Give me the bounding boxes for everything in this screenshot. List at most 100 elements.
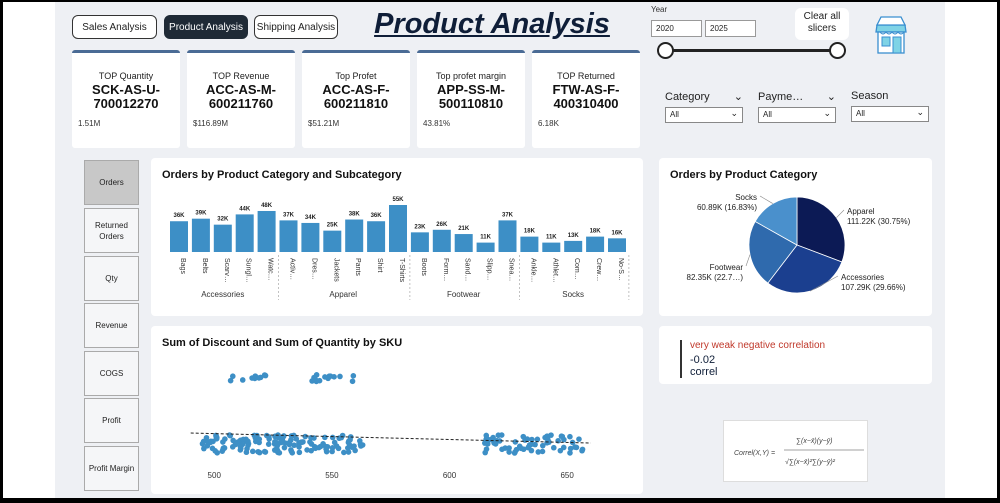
measure-orders-button[interactable]: Orders (84, 160, 139, 205)
category-tick-label: T-Shirts (398, 258, 405, 283)
scatter-point (535, 449, 542, 455)
measure-returned-orders-button[interactable]: Returned Orders (84, 208, 139, 253)
bar-Snea… (498, 220, 517, 252)
category-tick-label: Jackets (332, 258, 339, 282)
clear-all-slicers-button[interactable]: Clear all slicers (795, 8, 849, 40)
pie-leader-line (836, 209, 845, 218)
bar-value-label: 37K (502, 212, 514, 218)
year-slider-start-handle[interactable] (657, 42, 674, 59)
payment-filter[interactable]: Payme… ⌄ All ⌄ (758, 90, 836, 123)
category-tick-label: Dres… (310, 258, 317, 280)
pie-slice-value: 111.22K (30.75%) (847, 217, 911, 226)
kpi-subvalue: 1.51M (78, 119, 101, 128)
nav-sales-analysis-button[interactable]: Sales Analysis (72, 15, 157, 39)
scatter-point (567, 445, 574, 452)
season-filter-label: Season (851, 90, 889, 102)
scatter-point (226, 432, 233, 438)
year-to-input[interactable]: 2025 (705, 20, 756, 37)
bar-Sand… (454, 234, 473, 252)
svg-text:√∑(x−x̄)²∑(y−ȳ)²: √∑(x−x̄)²∑(y−ȳ)² (785, 458, 836, 466)
scatter-point (546, 439, 552, 445)
year-slicer-label: Year (651, 5, 668, 14)
scatter-point (265, 441, 272, 447)
bar-value-label: 37K (283, 212, 295, 218)
measure-revenue-button[interactable]: Revenue (84, 303, 139, 348)
category-tick-label: Activ… (289, 258, 296, 280)
svg-text:Correl(X,Y) =: Correl(X,Y) = (734, 450, 775, 457)
scatter-point (557, 447, 564, 454)
year-slider-track[interactable] (665, 49, 839, 52)
scatter-point (350, 373, 357, 379)
scatter-point (559, 433, 566, 440)
chevron-down-icon: ⌄ (823, 108, 831, 118)
pie-chart-title: Orders by Product Category (670, 169, 818, 181)
nav-product-analysis-button[interactable]: Product Analysis (164, 15, 248, 39)
pie-slice-name: Socks (735, 193, 757, 202)
scatter-point (539, 448, 546, 455)
store-icon (873, 13, 909, 60)
scatter-point (239, 441, 246, 448)
bar-Watc… (257, 210, 276, 252)
scatter-point (239, 377, 246, 383)
bar-Activ… (279, 220, 298, 252)
scatter-point (209, 445, 216, 452)
scatter-point (293, 436, 300, 442)
pie-slice-name: Accessories (841, 273, 884, 282)
nav-shipping-analysis-button[interactable]: Shipping Analysis (254, 15, 338, 39)
bar-value-label: 11K (480, 235, 491, 241)
season-filter-select[interactable]: All ⌄ (851, 106, 929, 122)
bar-T-Shirts (389, 205, 407, 252)
measure-cogs-button[interactable]: COGS (84, 351, 139, 396)
scatter-point (245, 442, 251, 449)
scatter-point (220, 439, 226, 445)
kpi-subvalue: $116.89M (193, 119, 228, 128)
bar-Pants (345, 219, 364, 252)
measure-qty-button[interactable]: Qty (84, 256, 139, 301)
category-tick-label: Form… (442, 258, 449, 281)
kpi-top-revenue-card: TOP Revenue ACC-AS-M-600211760 $116.89M (187, 50, 295, 148)
scatter-point (322, 434, 328, 441)
year-slider-end-handle[interactable] (829, 42, 846, 59)
scatter-point (296, 449, 303, 456)
scatter-point (221, 444, 227, 451)
chevron-down-icon: ⌄ (916, 107, 924, 117)
chevron-down-icon[interactable]: ⌄ (733, 91, 743, 103)
scatter-point (341, 449, 347, 456)
scatter-point (506, 449, 512, 455)
scatter-point (516, 443, 523, 450)
bar-Boots (410, 232, 429, 252)
category-filter-select[interactable]: All ⌄ (665, 107, 743, 123)
scatter-point (520, 433, 527, 440)
kpi-label: TOP Returned (557, 71, 615, 81)
bar-value-label: 38K (349, 212, 361, 218)
pie-slice-value: 60.89K (16.83%) (697, 203, 757, 212)
bar-value-label: 34K (305, 215, 317, 221)
payment-filter-select[interactable]: All ⌄ (758, 107, 836, 123)
bar-value-label: 32K (217, 217, 229, 223)
category-tick-label: Scarv… (223, 258, 230, 283)
scatter-point (484, 441, 491, 447)
scatter-point (345, 438, 352, 445)
bar-Bags (170, 221, 188, 252)
bar-Dres… (301, 222, 320, 252)
measure-profit-margin-button[interactable]: Profit Margin (84, 446, 139, 491)
scatter-point (300, 439, 306, 445)
scatter-point (214, 434, 220, 441)
chevron-down-icon[interactable]: ⌄ (826, 91, 836, 103)
scatter-point (254, 438, 261, 444)
scatter-point (573, 444, 580, 451)
category-filter[interactable]: Category ⌄ All ⌄ (665, 90, 743, 123)
x-tick-label: 550 (325, 471, 339, 480)
scatter-point (525, 444, 532, 451)
season-filter[interactable]: Season All ⌄ (851, 90, 929, 122)
category-tick-label: Shirt (376, 258, 383, 272)
scatter-point (339, 432, 346, 439)
scatter-point (499, 446, 505, 453)
category-tick-label: Slipp… (486, 258, 493, 281)
scatter-point (534, 436, 541, 443)
measure-profit-button[interactable]: Profit (84, 398, 139, 443)
year-from-input[interactable]: 2020 (651, 20, 702, 37)
scatter-point (512, 439, 519, 445)
group-label: Accessories (201, 290, 244, 299)
scatter-point (483, 432, 490, 439)
